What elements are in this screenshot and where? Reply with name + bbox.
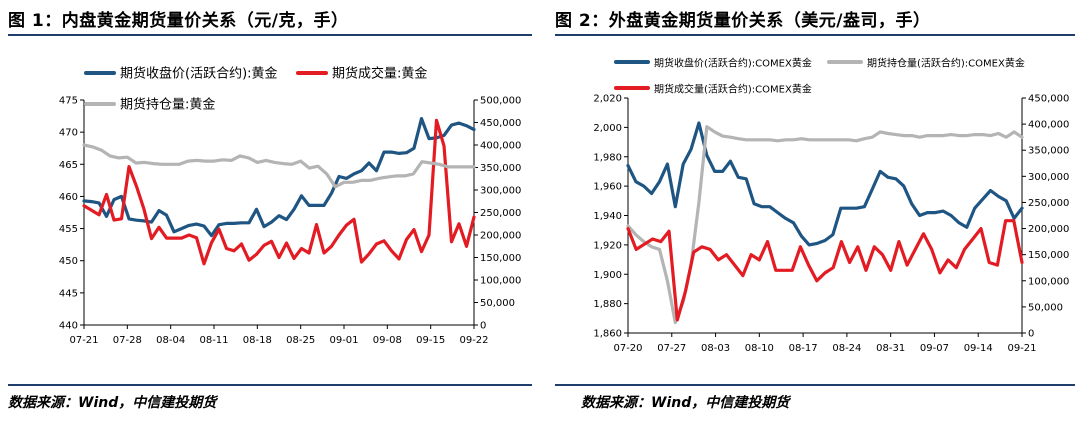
y-right-tick-label: 350,000	[480, 163, 521, 174]
y-left-tick-label: 455	[59, 224, 78, 235]
y-left-tick-label: 2,020	[593, 94, 622, 105]
series-line-1	[626, 125, 1024, 325]
y-right-tick-label: 100,000	[1028, 276, 1069, 287]
y-right-tick-label: 150,000	[1028, 250, 1069, 261]
y-left-tick-label: 465	[59, 160, 78, 171]
series-line-2	[82, 143, 476, 189]
x-tick-label: 08-31	[876, 343, 905, 354]
y-left-tick-label: 1,960	[593, 182, 622, 193]
y-left-tick-label: 2,000	[593, 123, 622, 134]
chart-panel-right: 图 2：外盘黄金期货量价关系（美元/盎司，手） 1,860 1,880 1,900 1…	[545, 0, 1080, 423]
legend-label: 期货持仓量(活跃合约):COMEX黄金	[867, 57, 1025, 70]
legend-label: 期货成交量(活跃合约):COMEX黄金	[654, 83, 812, 96]
y-left-tick-label: 475	[59, 96, 78, 107]
x-tick-label: 07-20	[613, 343, 642, 354]
y-right-tick-label: 50,000	[480, 298, 515, 309]
x-tick-label: 09-15	[416, 335, 445, 346]
y-right-tick-label: 450,000	[1028, 94, 1069, 105]
x-tick-label: 08-03	[701, 343, 730, 354]
footer-rule	[555, 384, 1075, 386]
series-line-0	[82, 116, 476, 238]
x-tick-label: 08-17	[789, 343, 818, 354]
data-source: 数据来源：Wind，中信建投期货	[8, 395, 217, 411]
y-right-tick-label: 200,000	[1028, 224, 1069, 235]
y-right-tick-label: 450,000	[480, 118, 521, 129]
y-right-tick-label: 350,000	[1028, 146, 1069, 157]
y-right-tick-label: 100,000	[480, 276, 521, 287]
x-tick-label: 09-07	[920, 343, 949, 354]
y-right-tick-label: 400,000	[1028, 120, 1069, 131]
y-right-tick-label: 0	[480, 321, 486, 332]
y-right-tick-label: 400,000	[480, 141, 521, 152]
y-left-tick-label: 460	[59, 192, 78, 203]
legend-label: 期货收盘价(活跃合约):COMEX黄金	[654, 57, 812, 70]
footer-rule	[8, 384, 532, 386]
y-left-tick-label: 440	[59, 321, 78, 332]
data-source: 数据来源：Wind，中信建投期货	[581, 395, 790, 411]
title-rule	[8, 34, 532, 36]
figure-title: 图 1：内盘黄金期货量价关系（元/克，手）	[8, 11, 349, 31]
series-line-0	[626, 121, 1024, 247]
x-tick-label: 09-14	[964, 343, 993, 354]
x-tick-label: 08-10	[745, 343, 774, 354]
x-tick-label: 09-22	[459, 335, 488, 346]
legend-label: 期货收盘价(活跃合约):黄金	[120, 66, 278, 82]
x-tick-label: 09-08	[373, 335, 402, 346]
x-tick-label: 08-25	[286, 335, 315, 346]
y-right-tick-label: 200,000	[480, 231, 521, 242]
y-left-tick-label: 450	[59, 256, 78, 267]
y-right-tick-label: 250,000	[1028, 198, 1069, 209]
y-left-tick-label: 1,880	[593, 299, 622, 310]
y-right-tick-label: 500,000	[480, 96, 521, 107]
chart-panel-left: 图 1：内盘黄金期货量价关系（元/克，手） 440 445 450 455 460 465…	[8, 11, 532, 411]
series-line-2	[626, 219, 1024, 322]
y-left-tick-label: 1,900	[593, 270, 622, 281]
y-right-tick-label: 50,000	[1028, 302, 1063, 313]
x-tick-label: 09-21	[1007, 343, 1036, 354]
y-right-tick-label: 300,000	[480, 186, 521, 197]
y-left-tick-label: 1,940	[593, 211, 622, 222]
y-left-tick-label: 1,860	[593, 329, 622, 340]
x-tick-label: 08-18	[243, 335, 272, 346]
y-right-tick-label: 300,000	[1028, 172, 1069, 183]
legend-label: 期货持仓量:黄金	[120, 97, 215, 113]
x-tick-label: 07-21	[69, 335, 98, 346]
figure-title: 图 2：外盘黄金期货量价关系（美元/盎司，手）	[555, 11, 931, 31]
chart-left: 440 445 450 455 460 465 470 475 0 50,000 100,000 15…	[59, 66, 521, 347]
x-tick-label: 07-28	[113, 335, 142, 346]
series-line-1	[82, 118, 476, 266]
y-left-tick-label: 445	[59, 288, 78, 299]
y-left-tick-label: 1,980	[593, 152, 622, 163]
y-right-tick-label: 250,000	[480, 208, 521, 219]
x-tick-label: 09-01	[329, 335, 358, 346]
x-tick-label: 08-04	[156, 335, 185, 346]
y-right-tick-label: 150,000	[480, 253, 521, 264]
x-tick-label: 08-24	[832, 343, 861, 354]
chart-right: 1,860 1,880 1,900 1,920 1,940 1,960 1,980 2,000…	[593, 57, 1069, 355]
y-left-tick-label: 1,920	[593, 240, 622, 251]
y-left-tick-label: 470	[59, 128, 78, 139]
y-right-tick-label: 0	[1028, 329, 1034, 340]
title-rule	[555, 34, 1075, 36]
x-tick-label: 07-27	[657, 343, 686, 354]
legend-label: 期货成交量:黄金	[332, 66, 427, 82]
x-tick-label: 08-11	[199, 335, 228, 346]
